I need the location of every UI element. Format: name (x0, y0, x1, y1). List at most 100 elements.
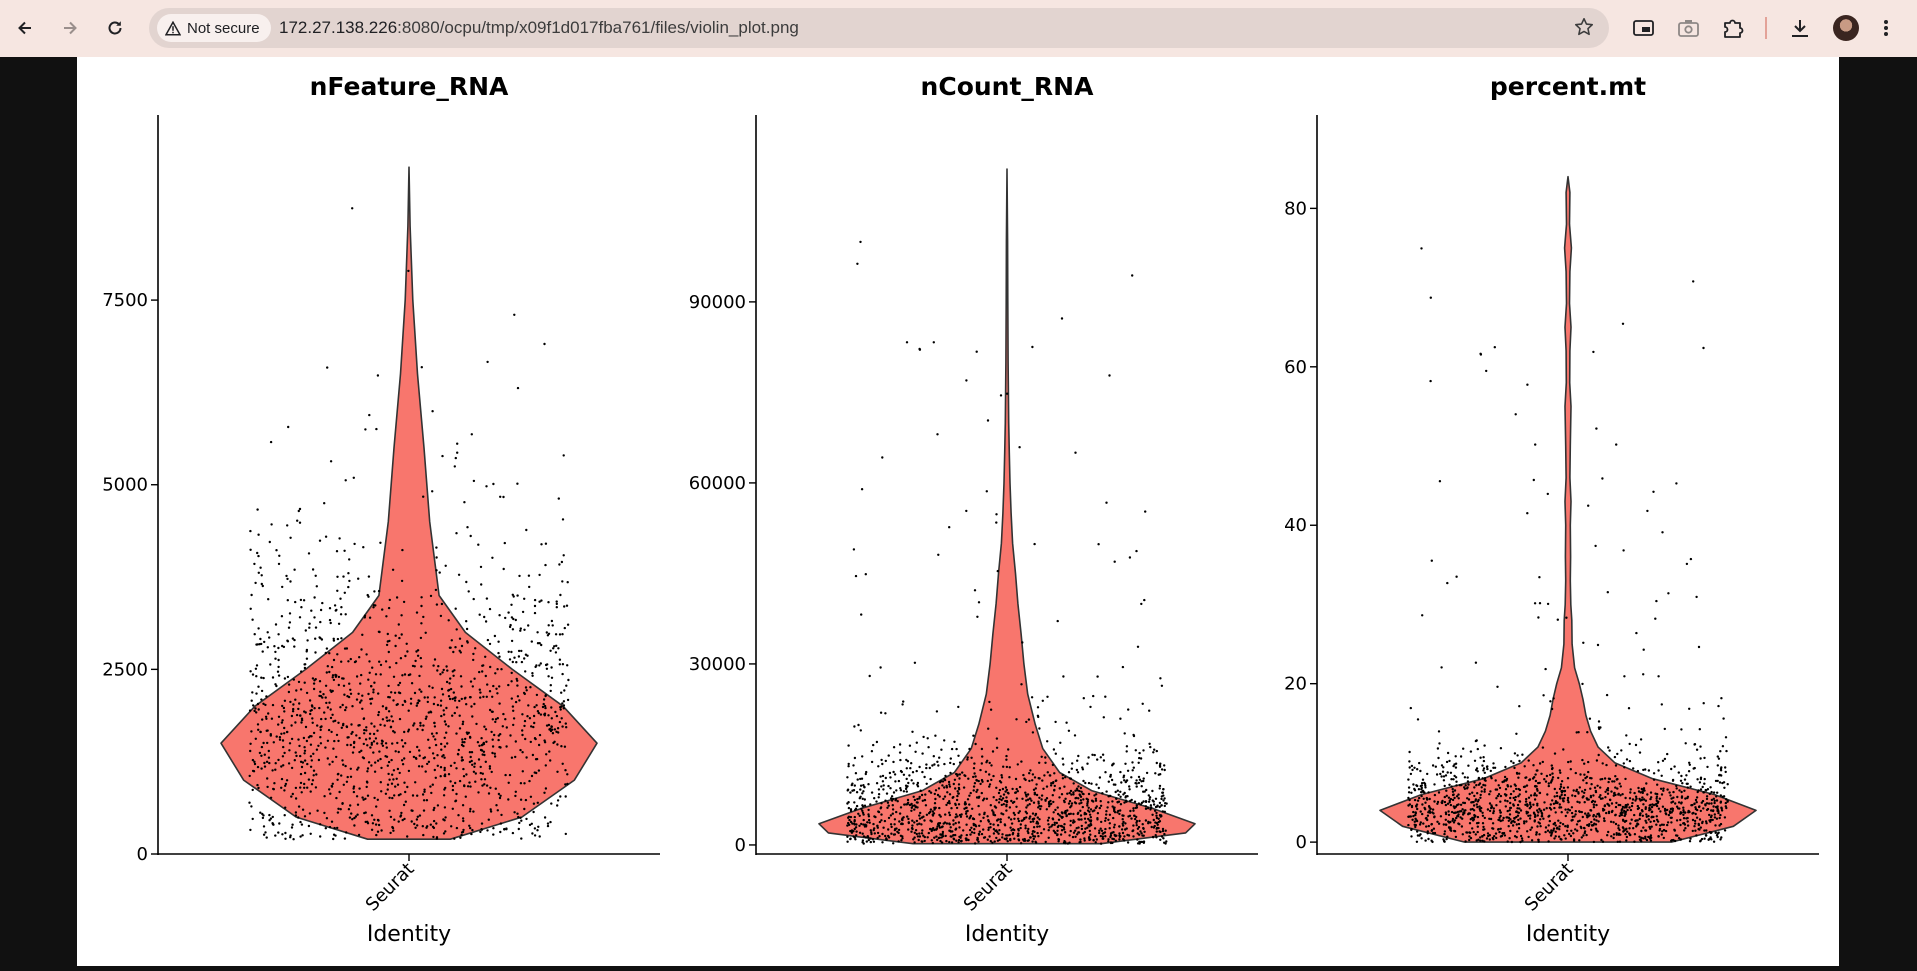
data-point (903, 803, 906, 806)
data-point (358, 701, 362, 704)
data-point (954, 822, 957, 825)
data-point (887, 804, 890, 807)
data-point (923, 775, 926, 779)
data-point (550, 802, 553, 805)
data-point (1499, 819, 1503, 823)
data-point (923, 798, 926, 802)
data-point (1074, 829, 1077, 832)
data-point (1123, 835, 1126, 838)
data-point (1152, 751, 1155, 754)
reload-button[interactable] (99, 12, 131, 44)
data-point (1657, 807, 1661, 810)
picture-in-picture-button[interactable] (1632, 12, 1656, 44)
data-point (881, 832, 884, 836)
data-point (1017, 819, 1021, 823)
data-point (877, 793, 881, 796)
data-point (360, 648, 363, 651)
data-point (1519, 809, 1523, 812)
data-point (544, 764, 547, 767)
data-point (324, 717, 327, 721)
data-point (927, 746, 930, 749)
data-point (510, 697, 513, 700)
data-point (335, 796, 338, 800)
data-point (374, 823, 378, 826)
url-text[interactable]: 172.27.138.226:8080/ocpu/tmp/x09f1d017fb… (279, 18, 799, 38)
data-point (319, 694, 323, 698)
menu-button[interactable] (1880, 12, 1892, 44)
data-point (1721, 745, 1725, 748)
extensions-button[interactable] (1721, 12, 1745, 44)
data-point (956, 773, 959, 776)
data-point (544, 787, 548, 790)
data-point (1028, 803, 1031, 806)
forward-button[interactable] (54, 12, 86, 44)
data-point (1663, 829, 1666, 832)
data-point (1002, 765, 1005, 768)
data-point (1631, 801, 1634, 805)
data-point (1539, 818, 1542, 821)
data-point (1666, 808, 1669, 812)
data-point (1087, 817, 1090, 821)
data-point (547, 675, 550, 678)
data-point (891, 808, 895, 811)
data-point (1015, 718, 1018, 721)
data-point (1663, 757, 1667, 761)
data-point (1468, 831, 1471, 834)
data-point (1538, 602, 1542, 605)
data-point (1518, 772, 1521, 775)
data-point (560, 717, 563, 720)
data-point (1086, 800, 1089, 803)
data-point (281, 719, 284, 722)
security-chip[interactable]: Not secure (157, 14, 271, 42)
data-point (1444, 818, 1448, 821)
data-point (1142, 779, 1145, 783)
data-point (1640, 787, 1644, 791)
data-point (1414, 813, 1417, 817)
data-point (458, 699, 461, 703)
data-point (364, 738, 368, 741)
data-point (1548, 814, 1551, 817)
data-point (455, 532, 458, 535)
data-point (533, 598, 537, 602)
data-point (538, 733, 542, 737)
data-point (1628, 742, 1631, 746)
screenshot-button[interactable] (1677, 12, 1701, 44)
data-point (1074, 835, 1077, 838)
avatar[interactable] (1833, 15, 1859, 41)
data-point (264, 831, 267, 834)
back-button[interactable] (9, 12, 41, 44)
data-point (935, 827, 938, 830)
data-point (1502, 816, 1505, 820)
data-point (1040, 794, 1044, 797)
data-point (248, 709, 252, 712)
data-point (510, 671, 513, 675)
bookmark-button[interactable] (1573, 16, 1595, 43)
data-point (989, 804, 992, 807)
data-point (258, 751, 262, 755)
data-point (372, 688, 375, 691)
data-point (454, 646, 457, 649)
camera-icon (1678, 20, 1699, 37)
data-point (458, 727, 462, 730)
data-point (372, 740, 376, 743)
data-point (1589, 787, 1592, 790)
data-point (425, 715, 428, 718)
data-point (911, 771, 915, 774)
data-point (1614, 822, 1618, 826)
data-point (496, 668, 499, 671)
violin-shape (220, 166, 598, 840)
data-point (1453, 796, 1456, 800)
data-point (1686, 824, 1690, 827)
data-point (956, 790, 959, 793)
downloads-button[interactable] (1788, 12, 1812, 44)
address-bar[interactable]: Not secure 172.27.138.226:8080/ocpu/tmp/… (149, 8, 1609, 48)
data-point (1418, 796, 1421, 800)
data-point (1622, 830, 1625, 833)
data-point (293, 759, 296, 762)
data-point (867, 808, 870, 812)
data-point (986, 815, 989, 818)
data-point (1004, 838, 1008, 841)
data-point (870, 750, 874, 753)
data-point (344, 479, 347, 482)
data-point (880, 802, 883, 805)
